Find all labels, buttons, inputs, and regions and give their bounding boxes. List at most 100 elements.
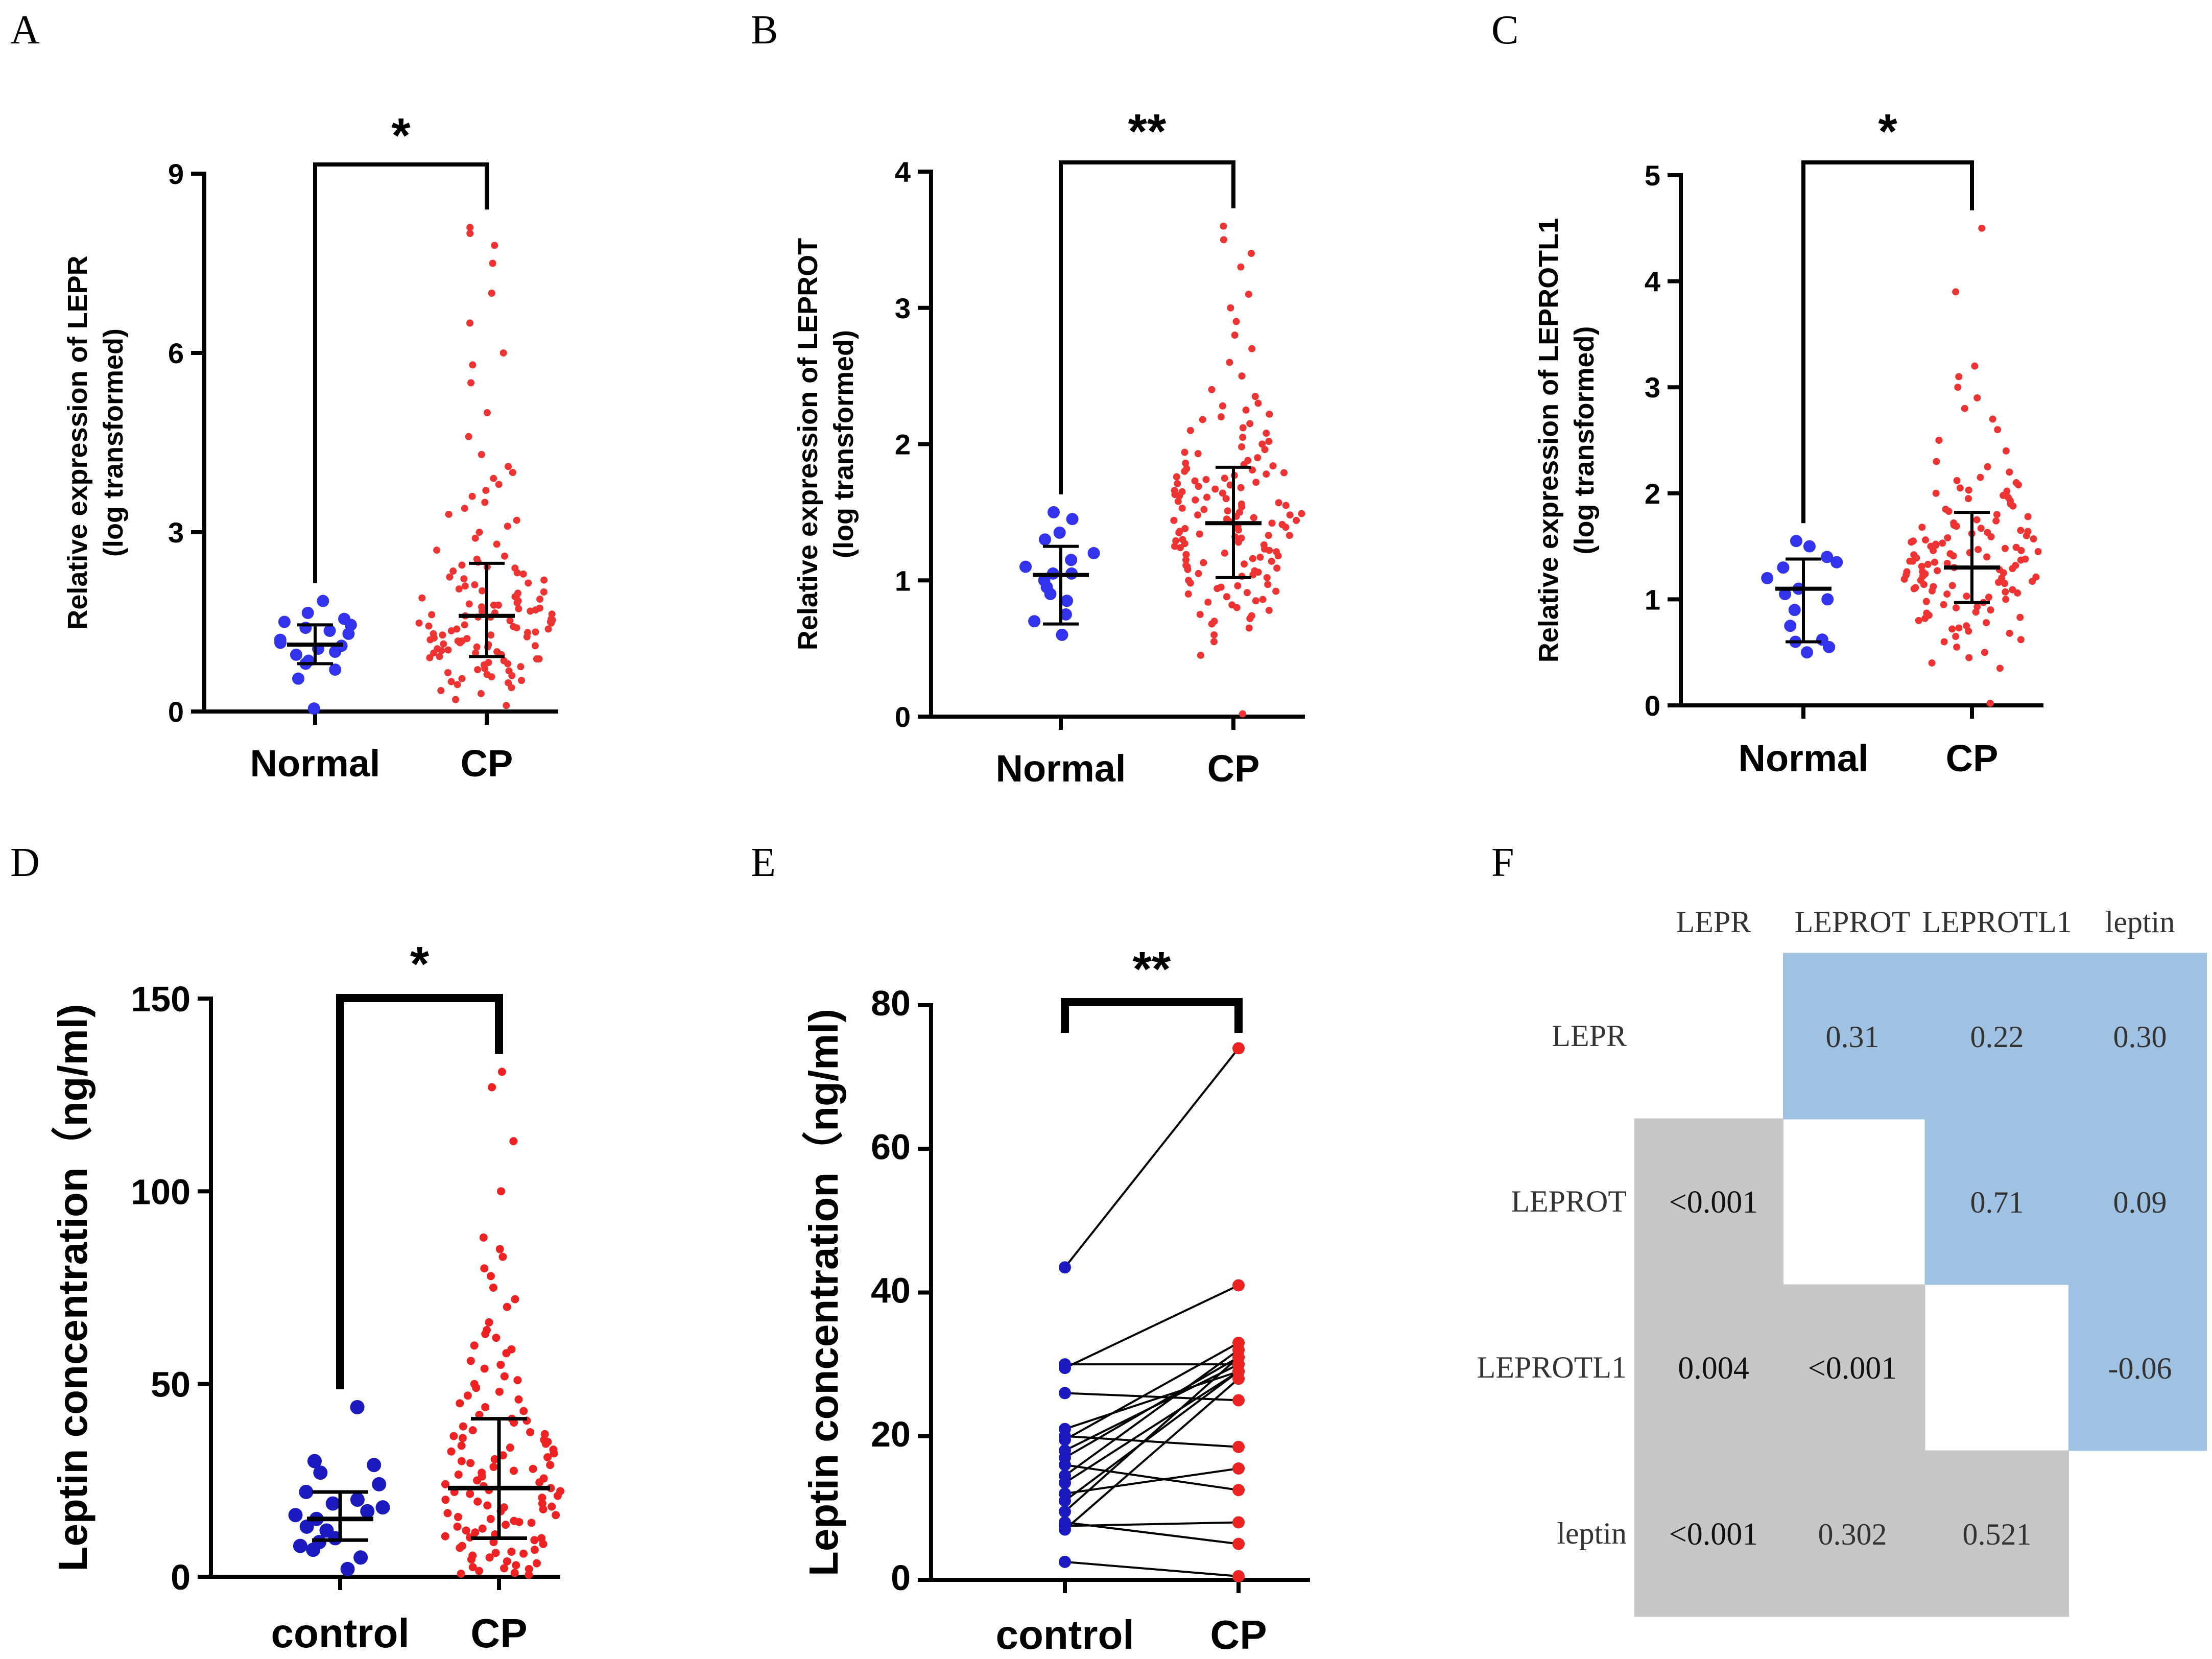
data-point	[2002, 447, 2010, 455]
data-point	[1918, 524, 1926, 531]
data-point	[372, 1477, 387, 1491]
data-point	[447, 1447, 456, 1456]
panel-label-e: E	[751, 840, 776, 885]
data-point	[2017, 527, 2025, 534]
data-point	[491, 242, 498, 249]
data-point	[1973, 516, 1981, 524]
data-point	[313, 1465, 328, 1480]
data-point	[1184, 590, 1192, 598]
data-point	[1247, 250, 1255, 257]
significance-stars: **	[1128, 104, 1167, 159]
y-axis-title: Relative expression of LEPROTL1	[1533, 218, 1564, 662]
data-point	[1196, 610, 1204, 618]
cp-point	[1232, 1462, 1245, 1475]
data-point	[2002, 596, 2010, 603]
data-point	[1208, 386, 1216, 393]
data-point	[456, 1544, 464, 1552]
pvalue-cell-bg	[1924, 1450, 2069, 1617]
data-point	[1915, 617, 1922, 624]
data-point	[1197, 651, 1204, 659]
data-point	[513, 1376, 522, 1385]
data-point	[480, 1364, 489, 1373]
y-tick-label: 4	[895, 156, 911, 188]
data-point	[1178, 504, 1186, 512]
data-point	[441, 1496, 450, 1504]
control-point	[1059, 1362, 1071, 1374]
data-point	[1945, 508, 1953, 515]
data-point	[501, 552, 508, 560]
data-point	[444, 646, 452, 654]
data-point	[471, 1528, 480, 1537]
data-point	[512, 1561, 520, 1570]
control-point	[1059, 1387, 1071, 1400]
data-point	[1172, 537, 1180, 544]
data-point	[507, 1547, 516, 1556]
cp-point	[1232, 1372, 1245, 1385]
data-point	[466, 319, 473, 327]
data-point	[1278, 520, 1286, 528]
data-point	[1186, 426, 1194, 434]
data-point	[1248, 612, 1255, 620]
table-row-header: LEPROT	[1511, 1184, 1627, 1218]
data-point	[495, 1387, 504, 1396]
data-point	[1943, 590, 1951, 598]
data-point	[1260, 541, 1268, 549]
y-tick-label: 3	[895, 292, 911, 324]
data-point	[2017, 636, 2025, 644]
table-row-header: LEPROTL1	[1477, 1350, 1627, 1384]
correlation-value: 0.30	[2113, 1020, 2167, 1054]
data-point	[430, 634, 438, 642]
y-axis-subtitle: (log transformed)	[98, 328, 129, 557]
data-point	[510, 623, 517, 630]
data-point	[489, 1462, 498, 1471]
data-point	[1210, 631, 1218, 638]
significance-bracket	[336, 994, 503, 1389]
data-point	[1273, 548, 1280, 556]
data-point	[531, 642, 539, 650]
data-point	[460, 575, 468, 583]
data-point	[1263, 574, 1271, 581]
data-point	[445, 510, 453, 518]
correlation-cell-bg	[1924, 953, 2069, 1120]
y-tick-label: 2	[1645, 478, 1660, 510]
data-point	[468, 492, 476, 500]
cp-point	[1232, 1484, 1245, 1497]
paired-line	[1064, 1370, 1240, 1502]
paired-line	[1064, 1356, 1240, 1459]
y-tick-label: 80	[871, 983, 911, 1023]
y-tick-label: 50	[151, 1365, 191, 1405]
data-point	[510, 1569, 519, 1577]
data-point	[549, 1445, 558, 1454]
data-point	[1778, 588, 1791, 601]
y-tick-label: 0	[895, 701, 911, 733]
p-value: <0.001	[1669, 1517, 1758, 1552]
data-point	[1195, 570, 1202, 577]
panel-a-chart: 0 3 6 9 Normal CP Relative expression of LEPR(…	[62, 108, 558, 785]
cp-point	[1232, 1042, 1245, 1055]
data-point	[503, 702, 510, 709]
data-point	[1202, 476, 1210, 483]
data-point	[2021, 555, 2029, 563]
data-point	[519, 1549, 528, 1558]
data-point	[1254, 399, 1262, 407]
data-point	[1182, 551, 1190, 558]
data-point	[1238, 534, 1245, 542]
data-point	[473, 1497, 482, 1506]
data-point	[500, 1372, 509, 1381]
data-point	[1989, 415, 1996, 423]
data-point	[436, 653, 443, 660]
data-point	[469, 361, 477, 369]
data-point	[1208, 620, 1216, 628]
data-point	[1973, 394, 1981, 401]
x-category-label: CP	[1207, 747, 1260, 790]
data-point	[461, 582, 469, 590]
data-point	[1918, 563, 1925, 571]
data-point	[485, 1553, 494, 1562]
data-point	[274, 633, 287, 646]
cp-point	[1232, 1351, 1245, 1364]
data-point	[486, 1514, 495, 1523]
data-point	[491, 1549, 500, 1557]
data-point	[497, 1068, 506, 1076]
data-point	[1186, 579, 1194, 587]
